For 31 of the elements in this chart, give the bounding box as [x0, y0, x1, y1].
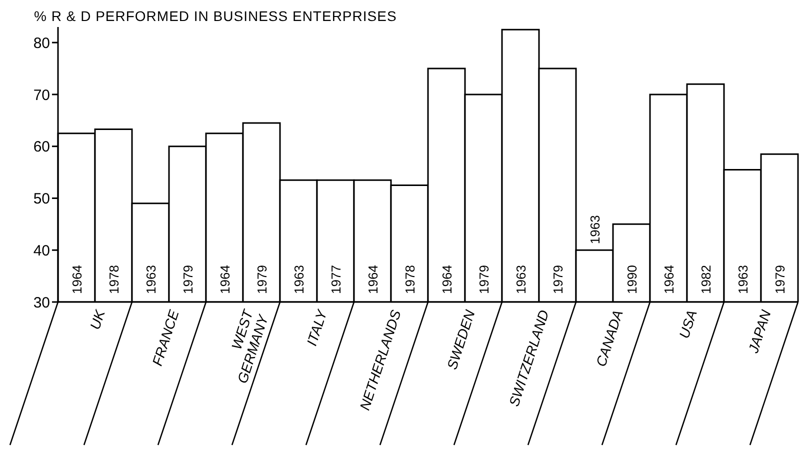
x-tick-label: 1979: [772, 265, 788, 294]
x-tick-label: 1963: [292, 265, 306, 294]
y-tick-label: 80: [33, 34, 50, 52]
x-tick-label: 1977: [328, 265, 344, 294]
x-tick-label: 1964: [440, 265, 454, 294]
text: JAPAN: [744, 307, 774, 356]
text: USA: [676, 308, 700, 340]
x-tick-label: 1963: [144, 265, 158, 294]
x-tick-label: 1964: [366, 265, 380, 294]
x-tick-label: 1964: [218, 265, 232, 294]
x-tick-label: 1978: [106, 265, 122, 294]
x-tick-label: 1979: [550, 265, 566, 294]
y-tick-label: 60: [33, 138, 50, 156]
x-tick-label: 1964: [70, 265, 84, 294]
text: ITALY: [303, 306, 330, 348]
x-tick-label: 1963: [736, 265, 750, 294]
x-tick-label: 1963: [514, 265, 528, 294]
x-tick-label: 1990: [624, 265, 640, 294]
x-tick-label: 1979: [254, 265, 270, 294]
x-tick-label: 1964: [662, 265, 676, 294]
x-tick-label: 1979: [476, 265, 492, 294]
y-tick-label: 50: [33, 190, 50, 208]
chart-title: % R & D PERFORMED IN BUSINESS ENTERPRISES: [34, 8, 397, 24]
y-tick-label: 40: [33, 242, 50, 260]
y-tick-label: 30: [33, 294, 50, 312]
x-tick-label: 1979: [180, 265, 196, 294]
text: UK: [86, 307, 108, 332]
x-tick-label: 1982: [698, 265, 714, 294]
x-tick-label: 1963: [588, 215, 602, 244]
y-tick-label: 70: [33, 86, 50, 104]
x-tick-label: 1978: [402, 265, 418, 294]
